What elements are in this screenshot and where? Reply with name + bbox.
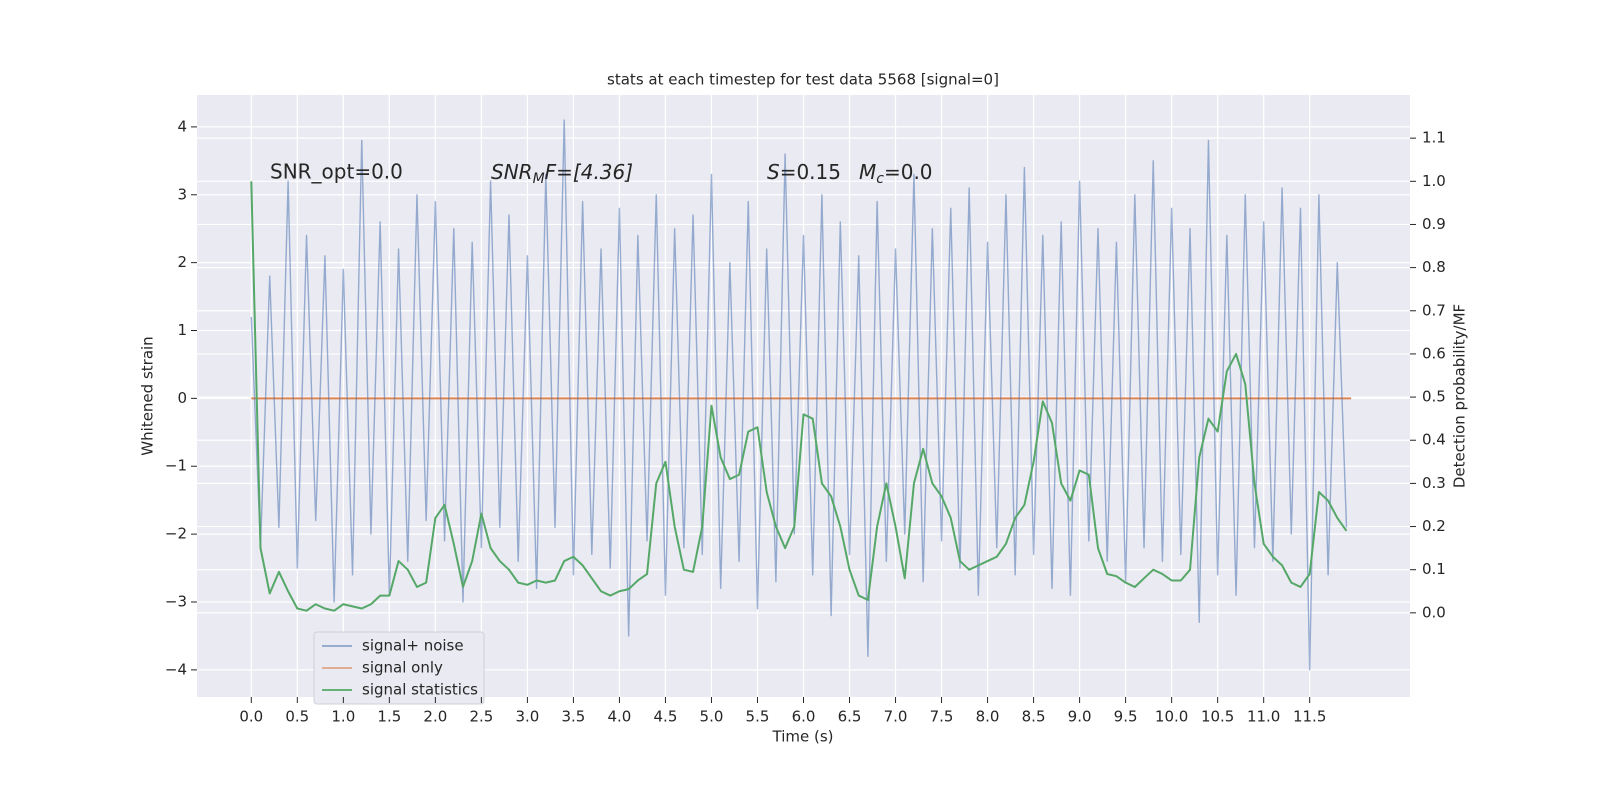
x-tick-label: 8.0 — [976, 708, 1000, 726]
x-tick-label: 10.0 — [1155, 708, 1188, 726]
y2-tick-label: 0.5 — [1422, 388, 1446, 406]
y2-tick-label: 0.1 — [1422, 560, 1446, 578]
x-tick-label: 11.0 — [1247, 708, 1280, 726]
y2-axis-label: Detection probability/MF — [1451, 304, 1469, 488]
y-tick-label: −1 — [165, 457, 187, 475]
y-tick-label: 4 — [177, 117, 187, 135]
annotation: SNRMF=[4.36] — [491, 160, 633, 188]
legend: signal+ noise signal only signal statistic… — [313, 631, 485, 705]
x-tick-label: 3.5 — [561, 708, 585, 726]
annotation: SNR_opt=0.0 — [270, 160, 403, 184]
series-line — [250, 119, 1348, 671]
annotation: S=0.15 — [767, 160, 841, 184]
y-tick-label: −3 — [165, 592, 187, 610]
x-tick-label: 0.5 — [285, 708, 309, 726]
annotation-part: =0.15 — [780, 160, 841, 184]
y2-tick-label: 1.1 — [1422, 129, 1446, 147]
series-line — [250, 181, 1348, 612]
x-tick-label: 7.5 — [930, 708, 954, 726]
x-tick-label: 6.5 — [838, 708, 862, 726]
x-tick-label: 2.0 — [423, 708, 447, 726]
x-tick-label: 1.0 — [331, 708, 355, 726]
x-tick-label: 3.0 — [515, 708, 539, 726]
x-tick-label: 9.5 — [1114, 708, 1138, 726]
x-axis-label: Time (s) — [772, 728, 834, 746]
y-tick-label: −4 — [165, 660, 187, 678]
y-tick-label: 0 — [177, 389, 187, 407]
legend-box — [313, 631, 485, 705]
x-tick-label: 10.5 — [1201, 708, 1234, 726]
x-tick-label: 5.0 — [700, 708, 724, 726]
x-tick-label: 4.5 — [654, 708, 678, 726]
y-axis-label: Whitened strain — [139, 336, 157, 455]
x-tick-label: 2.5 — [469, 708, 493, 726]
y2-tick-label: 0.8 — [1422, 258, 1446, 276]
chart-title: stats at each timestep for test data 556… — [607, 71, 999, 89]
y2-tick-label: 0.2 — [1422, 517, 1446, 535]
x-tick-label: 11.5 — [1293, 708, 1326, 726]
x-tick-label: 6.0 — [792, 708, 816, 726]
annotation-part: S — [767, 160, 780, 184]
y2-tick-label: 0.4 — [1422, 431, 1446, 449]
legend-label: signal only — [362, 659, 443, 677]
legend-label: signal statistics — [362, 681, 478, 699]
marks — [250, 119, 1352, 671]
x-tick-label: 0.0 — [239, 708, 263, 726]
x-tick-label: 7.0 — [884, 708, 908, 726]
y-tick-label: 2 — [177, 253, 187, 271]
annotation-part: c — [876, 171, 884, 187]
annotation-part: F=[4.36] — [545, 160, 633, 184]
annotation-part: M — [533, 171, 545, 187]
y-tick-label: −2 — [165, 525, 187, 543]
y-tick-label: 1 — [177, 321, 187, 339]
y2-tick-label: 0.6 — [1422, 344, 1446, 362]
y2-tick-label: 0.3 — [1422, 474, 1446, 492]
x-tick-label: 5.5 — [746, 708, 770, 726]
annotation-part: M — [859, 160, 876, 184]
y2-tick-label: 0.9 — [1422, 215, 1446, 233]
y2-tick-label: 0.7 — [1422, 301, 1446, 319]
y-tick-label: 3 — [177, 185, 187, 203]
x-tick-label: 9.0 — [1068, 708, 1092, 726]
annotation: Mc=0.0 — [859, 160, 933, 188]
x-tick-label: 8.5 — [1022, 708, 1046, 726]
annotation-part: SNR — [491, 160, 533, 184]
annotation-part: =0.0 — [884, 160, 933, 184]
y2-tick-label: 0.0 — [1422, 603, 1446, 621]
x-tick-label: 1.5 — [377, 708, 401, 726]
legend-label: signal+ noise — [362, 637, 464, 655]
x-tick-label: 4.0 — [608, 708, 632, 726]
y2-tick-label: 1.0 — [1422, 172, 1446, 190]
